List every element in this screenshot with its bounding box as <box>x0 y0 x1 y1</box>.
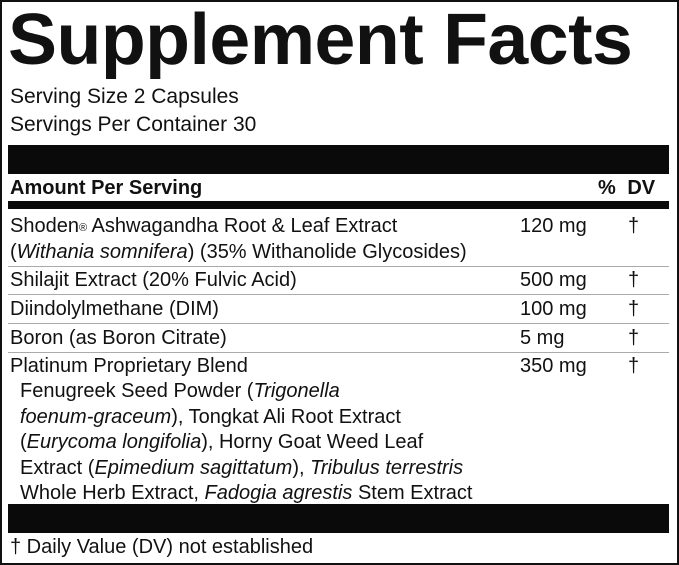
botanical-name: Fadogia agrestis <box>204 482 353 504</box>
ingredient-name: Shoden® Ashwagandha Root & Leaf Extract <box>10 215 398 237</box>
ingredient-dv: † <box>628 298 640 320</box>
ingredient-name: Shilajit Extract (20% Fulvic Acid) <box>10 269 297 291</box>
dv-header: % DV <box>598 177 656 199</box>
ingredient-amount: 500 mg <box>520 269 587 291</box>
header-divider-bar <box>8 201 669 209</box>
row-divider <box>8 294 669 295</box>
ingredient-dv: † <box>628 269 640 291</box>
ingredient-text: ( <box>20 431 27 453</box>
ingredient-text: Whole Herb Extract, <box>20 482 205 504</box>
botanical-name: Trigonella <box>253 380 340 402</box>
serving-size: Serving Size 2 Capsules <box>10 85 239 108</box>
ingredient-amount: 120 mg <box>520 215 587 237</box>
top-divider-bar <box>8 145 669 174</box>
ingredient-detail: (Withania somnifera) (35% Withanolide Gl… <box>10 241 467 263</box>
amount-per-serving-header: Amount Per Serving <box>10 177 203 199</box>
ingredient-dv: † <box>628 327 640 349</box>
ingredient-amount: 5 mg <box>520 327 565 349</box>
ingredient-text: ), Tongkat Ali Root Extract <box>171 405 401 428</box>
ingredient-text: Stem Extract <box>352 482 473 504</box>
botanical-name: foenum-graceum <box>20 405 172 428</box>
ingredient-dv: † <box>628 215 640 237</box>
ingredient-name: Diindolylmethane (DIM) <box>10 298 219 320</box>
botanical-name: Eurycoma longifolia <box>26 431 202 453</box>
ingredient-text: ), Horny Goat Weed Leaf <box>201 431 424 453</box>
ingredient-text: Extract ( <box>20 456 95 479</box>
row-divider <box>8 266 669 267</box>
servings-per-container: Servings Per Container 30 <box>10 113 257 136</box>
blend-ingredient-line: foenum-graceum), Tongkat Ali Root Extrac… <box>20 404 401 430</box>
footnote: † Daily Value (DV) not established <box>10 536 314 558</box>
blend-ingredient-line: Extract (Epimedium sagittatum), Tribulus… <box>20 455 463 481</box>
row-divider <box>8 352 669 353</box>
bottom-divider-bar <box>8 504 669 533</box>
ingredient-dv: † <box>628 355 640 377</box>
botanical-name: Tribulus terrestris <box>310 456 464 479</box>
ingredient-amount: 350 mg <box>520 355 587 377</box>
blend-ingredient-line: Fenugreek Seed Powder (Trigonella <box>20 378 340 404</box>
ingredient-amount: 100 mg <box>520 298 587 320</box>
ingredient-name: Platinum Proprietary Blend <box>10 355 248 377</box>
row-divider <box>8 323 669 324</box>
ingredient-text: ), <box>292 456 311 479</box>
panel-title: Supplement Facts <box>8 0 633 80</box>
botanical-name: Epimedium sagittatum <box>94 456 293 479</box>
blend-ingredient-line: (Eurycoma longifolia), Horny Goat Weed L… <box>20 429 423 455</box>
ingredient-text: Fenugreek Seed Powder ( <box>20 380 254 402</box>
registered-mark: ® <box>78 222 88 234</box>
ingredient-name: Boron (as Boron Citrate) <box>10 327 227 349</box>
blend-ingredient-line: Whole Herb Extract, Fadogia agrestis Ste… <box>20 480 472 506</box>
